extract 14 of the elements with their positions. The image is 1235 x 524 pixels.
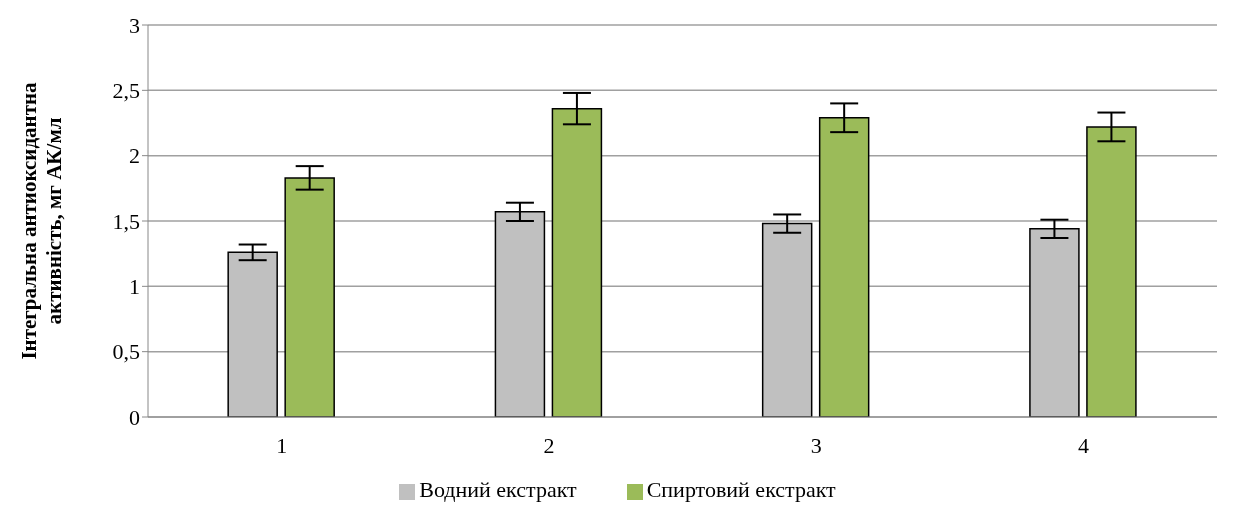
legend-label: Спиртовий екстракт <box>646 477 836 502</box>
y-tick-label: 1 <box>129 274 140 300</box>
y-axis-title: Інтегральна антиоксидантна активність, мг АК/мл <box>17 81 66 360</box>
y-tick-label: 2,5 <box>112 78 140 104</box>
x-tick-label: 4 <box>1077 432 1089 458</box>
y-tick-label: 0 <box>129 404 140 430</box>
x-tick-label: 2 <box>543 432 555 458</box>
y-tick-label: 2 <box>129 143 140 169</box>
x-tick-label: 3 <box>810 432 822 458</box>
x-tick-label: 1 <box>276 432 288 458</box>
y-tick-label: 1,5 <box>112 208 140 234</box>
y-tick-label: 3 <box>129 12 140 38</box>
y-tick-label: 0,5 <box>112 339 140 365</box>
legend-label: Водний екстракт <box>419 477 577 502</box>
